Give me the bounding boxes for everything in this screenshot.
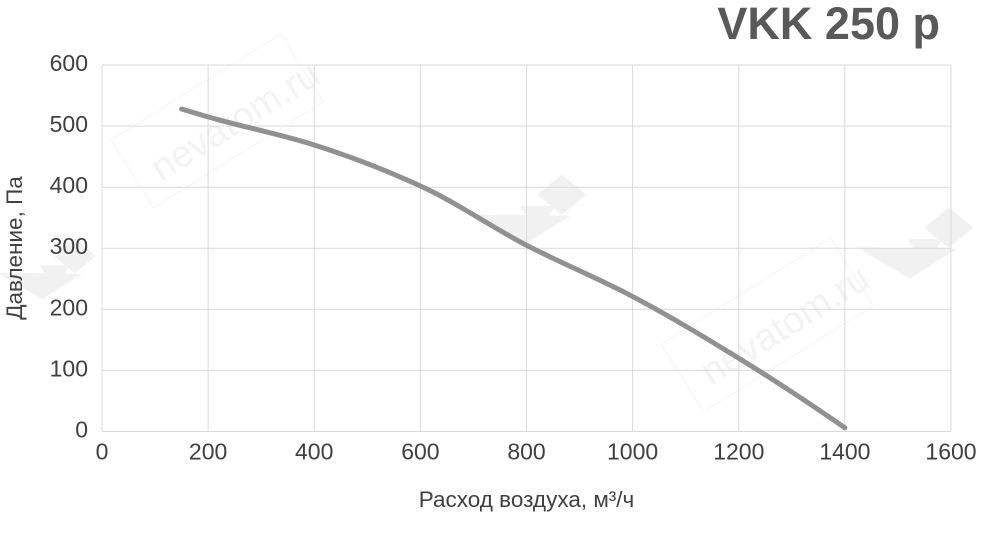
svg-text:1600: 1600 <box>925 439 976 465</box>
svg-text:600: 600 <box>401 439 439 465</box>
svg-text:400: 400 <box>50 172 88 198</box>
svg-text:200: 200 <box>50 294 88 320</box>
svg-text:nevatom.ru: nevatom.ru <box>144 53 327 189</box>
svg-text:600: 600 <box>50 50 88 76</box>
svg-text:400: 400 <box>295 439 333 465</box>
svg-text:0: 0 <box>96 439 109 465</box>
svg-text:VKK 250 p: VKK 250 p <box>717 0 940 49</box>
svg-text:0: 0 <box>75 417 88 443</box>
svg-text:Давление, Па: Давление, Па <box>2 176 27 320</box>
svg-text:1400: 1400 <box>819 439 870 465</box>
svg-text:100: 100 <box>50 355 88 381</box>
svg-text:nevatom.ru: nevatom.ru <box>694 257 877 393</box>
svg-text:300: 300 <box>50 233 88 259</box>
svg-text:Расход воздуха, м³/ч: Расход воздуха, м³/ч <box>419 487 635 512</box>
svg-text:200: 200 <box>189 439 227 465</box>
svg-text:1000: 1000 <box>607 439 658 465</box>
svg-text:1200: 1200 <box>713 439 764 465</box>
svg-text:800: 800 <box>507 439 545 465</box>
svg-text:500: 500 <box>50 111 88 137</box>
